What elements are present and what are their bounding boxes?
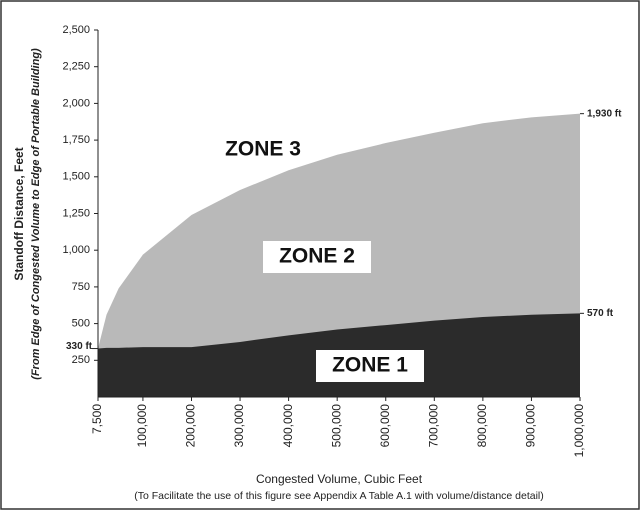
end-label: 1,930 ft xyxy=(587,108,622,119)
x-tick-label: 100,000 xyxy=(135,404,149,448)
x-tick-label: 7,500 xyxy=(90,404,104,434)
x-tick-label: 500,000 xyxy=(329,404,343,448)
y-tick-label: 1,250 xyxy=(62,207,90,219)
x-tick-label: 300,000 xyxy=(232,404,246,448)
x-tick-label: 600,000 xyxy=(378,404,392,448)
y-axis-note: (From Edge of Congested Volume to Edge o… xyxy=(30,48,42,380)
end-label: 570 ft xyxy=(587,308,614,319)
y-tick-label: 1,500 xyxy=(62,171,90,183)
zone-label: ZONE 1 xyxy=(332,354,408,377)
x-axis-note: (To Facilitate the use of this figure se… xyxy=(134,490,544,502)
zone-label-box xyxy=(316,350,424,382)
x-tick-label: 400,000 xyxy=(281,404,295,448)
y-tick-label: 1,000 xyxy=(62,244,90,256)
y-tick-label: 1,750 xyxy=(62,134,90,146)
y-tick-label: 2,000 xyxy=(62,97,90,109)
y-tick-label: 2,500 xyxy=(62,24,90,36)
y-tick-label: 2,250 xyxy=(62,61,90,73)
y-tick-label: 750 xyxy=(72,281,90,293)
y-axis-title: Standoff Distance, Feet xyxy=(12,147,26,280)
x-tick-label: 700,000 xyxy=(426,404,440,448)
zone-label: ZONE 3 xyxy=(225,138,301,161)
x-tick-label: 900,000 xyxy=(524,404,538,448)
y-tick-label: 500 xyxy=(72,318,90,330)
x-tick-label: 1,000,000 xyxy=(572,404,586,458)
end-label: 330 ft xyxy=(66,341,93,352)
x-tick-label: 800,000 xyxy=(475,404,489,448)
x-axis-title: Congested Volume, Cubic Feet xyxy=(256,472,423,486)
zone-label: ZONE 2 xyxy=(279,245,355,268)
y-tick-label: 250 xyxy=(72,354,90,366)
zone-label-box xyxy=(263,241,371,273)
x-tick-label: 200,000 xyxy=(184,404,198,448)
